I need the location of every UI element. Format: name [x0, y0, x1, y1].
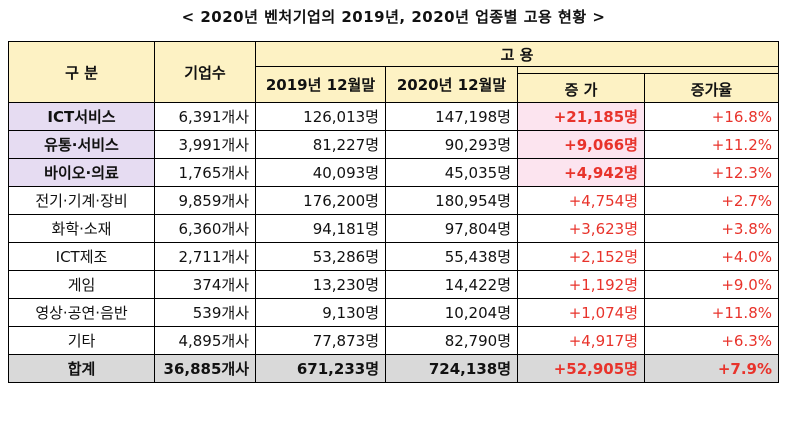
- cell-2020: 97,804명: [385, 214, 518, 243]
- table-row: ICT서비스 6,391개사 126,013명 147,198명 +21,185명 +16…: [8, 102, 780, 131]
- cell-2019: 40,093명: [255, 158, 386, 187]
- cell-2020: 180,954명: [385, 186, 518, 215]
- cell-2019: 81,227명: [255, 130, 386, 159]
- cell-increase: +3,623명: [517, 214, 645, 243]
- cell-rate: +6.3%: [643, 326, 780, 355]
- cell-category: 기타: [8, 326, 155, 355]
- cell-companies: 9,859개사: [154, 186, 256, 215]
- cell-increase: +1,074명: [517, 298, 645, 327]
- total-cell-2020: 724,138명: [385, 354, 518, 383]
- cell-category: ICT제조: [8, 242, 155, 271]
- cell-category: 바이오·의료: [8, 158, 155, 187]
- header-2020: 2020년 12월말: [385, 66, 518, 103]
- header-spacer: [516, 66, 780, 74]
- cell-increase: +4,754명: [517, 186, 645, 215]
- cell-2019: 176,200명: [255, 186, 386, 215]
- cell-category: 전기·기계·장비: [8, 186, 155, 215]
- cell-2019: 13,230명: [255, 270, 386, 299]
- employment-table: 구 분 기업수 고 용 2019년 12월말 2020년 12월말 증 가 증가…: [8, 41, 780, 383]
- table-row: 전기·기계·장비 9,859개사 176,200명 180,954명 +4,754명 +2…: [8, 186, 780, 215]
- cell-increase: +4,942명: [517, 158, 645, 187]
- cell-companies: 6,391개사: [154, 102, 256, 131]
- cell-category: 유통·서비스: [8, 130, 155, 159]
- cell-2020: 14,422명: [385, 270, 518, 299]
- table-row: 영상·공연·음반 539개사 9,130명 10,204명 +1,074명 +11.8%: [8, 298, 780, 327]
- cell-2020: 82,790명: [385, 326, 518, 355]
- cell-increase: +4,917명: [517, 326, 645, 355]
- cell-2019: 53,286명: [255, 242, 386, 271]
- cell-companies: 4,895개사: [154, 326, 256, 355]
- header-companies: 기업수: [154, 41, 256, 103]
- cell-2019: 94,181명: [255, 214, 386, 243]
- cell-2020: 90,293명: [385, 130, 518, 159]
- cell-rate: +16.8%: [643, 102, 780, 131]
- header-increase: 증 가: [517, 73, 645, 103]
- cell-companies: 539개사: [154, 298, 256, 327]
- cell-category: 게임: [8, 270, 155, 299]
- total-row: 합계 36,885개사 671,233명 724,138명 +52,905명 +7.9%: [8, 354, 780, 383]
- header-category: 구 분: [8, 41, 155, 103]
- cell-2020: 45,035명: [385, 158, 518, 187]
- cell-2020: 55,438명: [385, 242, 518, 271]
- total-cell-rate: +7.9%: [643, 354, 780, 383]
- table-row: 유통·서비스 3,991개사 81,227명 90,293명 +9,066명 +11.2%: [8, 130, 780, 159]
- cell-companies: 2,711개사: [154, 242, 256, 271]
- cell-rate: +2.7%: [643, 186, 780, 215]
- cell-rate: +4.0%: [643, 242, 780, 271]
- cell-companies: 374개사: [154, 270, 256, 299]
- header-rate: 증가율: [643, 73, 780, 103]
- cell-increase: +2,152명: [517, 242, 645, 271]
- table-row: 기타 4,895개사 77,873명 82,790명 +4,917명 +6.3%: [8, 326, 780, 355]
- cell-2019: 77,873명: [255, 326, 386, 355]
- header-2019: 2019년 12월말: [255, 66, 386, 103]
- cell-category: 영상·공연·음반: [8, 298, 155, 327]
- cell-2020: 147,198명: [385, 102, 518, 131]
- cell-companies: 6,360개사: [154, 214, 256, 243]
- cell-companies: 3,991개사: [154, 130, 256, 159]
- table-row: ICT제조 2,711개사 53,286명 55,438명 +2,152명 +4.0%: [8, 242, 780, 271]
- cell-rate: +3.8%: [643, 214, 780, 243]
- table-row: 바이오·의료 1,765개사 40,093명 45,035명 +4,942명 +12.3%: [8, 158, 780, 187]
- cell-category: ICT서비스: [8, 102, 155, 131]
- cell-rate: +9.0%: [643, 270, 780, 299]
- cell-2019: 9,130명: [255, 298, 386, 327]
- cell-2019: 126,013명: [255, 102, 386, 131]
- cell-rate: +11.2%: [643, 130, 780, 159]
- cell-increase: +21,185명: [517, 102, 645, 131]
- cell-rate: +11.8%: [643, 298, 780, 327]
- cell-increase: +9,066명: [517, 130, 645, 159]
- cell-category: 화학·소재: [8, 214, 155, 243]
- cell-companies: 1,765개사: [154, 158, 256, 187]
- cell-increase: +1,192명: [517, 270, 645, 299]
- header-employment: 고 용: [254, 41, 780, 67]
- total-cell-2019: 671,233명: [255, 354, 386, 383]
- table-row: 화학·소재 6,360개사 94,181명 97,804명 +3,623명 +3.8%: [8, 214, 780, 243]
- total-cell-category: 합계: [8, 354, 155, 383]
- total-cell-increase: +52,905명: [517, 354, 645, 383]
- cell-2020: 10,204명: [385, 298, 518, 327]
- cell-rate: +12.3%: [643, 158, 780, 187]
- total-cell-companies: 36,885개사: [154, 354, 256, 383]
- table-row: 게임 374개사 13,230명 14,422명 +1,192명 +9.0%: [8, 270, 780, 299]
- table-title: < 2020년 벤처기업의 2019년, 2020년 업종별 고용 현황 >: [181, 8, 606, 26]
